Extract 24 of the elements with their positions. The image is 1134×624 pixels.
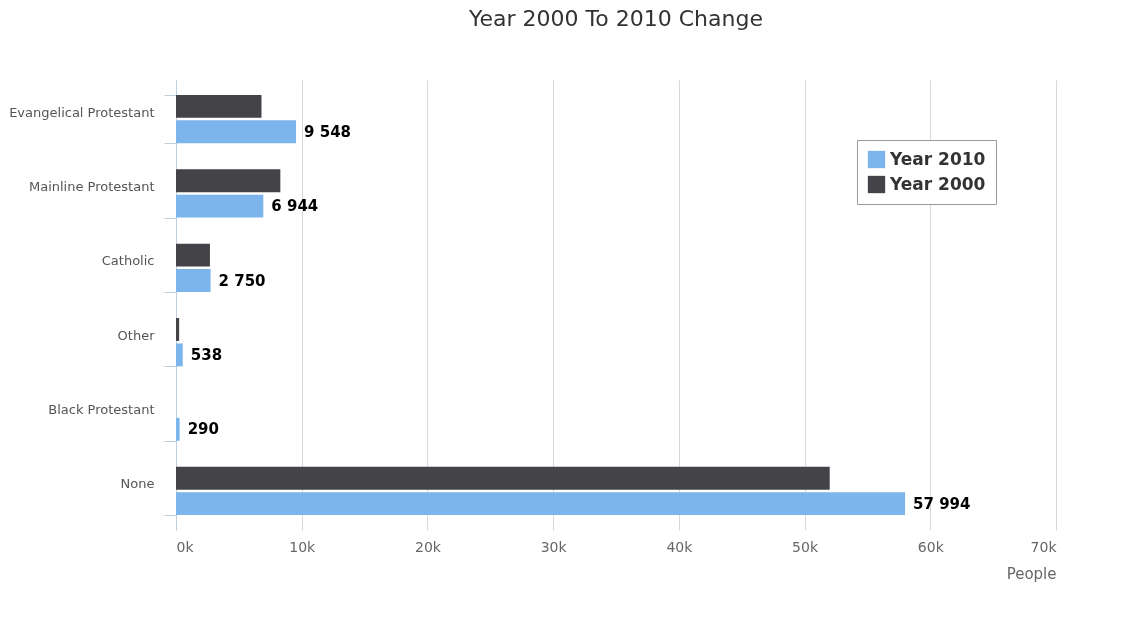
data-label: 57 994 (913, 494, 971, 513)
x-tick-label: 0k (176, 538, 195, 555)
x-tick-label: 60k (917, 538, 945, 555)
x-tick-label: 20k (414, 538, 442, 555)
y-tick-label: Mainline Protestant (28, 178, 155, 194)
chart-title: Year 2000 To 2010 Change (468, 6, 763, 31)
data-label: 9 548 (304, 122, 352, 141)
data-label: 290 (187, 420, 219, 439)
data-label: 538 (190, 345, 223, 364)
x-axis-title: People (1006, 564, 1057, 583)
x-tick-label: 50k (792, 538, 819, 555)
x-tick-label: 70k (1030, 538, 1058, 555)
data-label: 2 750 (218, 271, 266, 290)
legend-label: Year 2010 (889, 148, 986, 169)
data-label: 6 944 (271, 197, 319, 216)
y-tick-label: Black Protestant (48, 402, 155, 418)
x-tick-label: 10k (289, 538, 317, 555)
y-tick-label: Evangelical Protestant (9, 104, 155, 120)
y-tick-label: None (120, 476, 155, 492)
legend-label: Year 2000 (889, 173, 986, 194)
x-tick-label: 40k (666, 538, 694, 555)
x-tick-label: 30k (540, 538, 568, 555)
y-tick-label: Other (117, 327, 156, 343)
y-tick-label: Catholic (101, 253, 155, 269)
